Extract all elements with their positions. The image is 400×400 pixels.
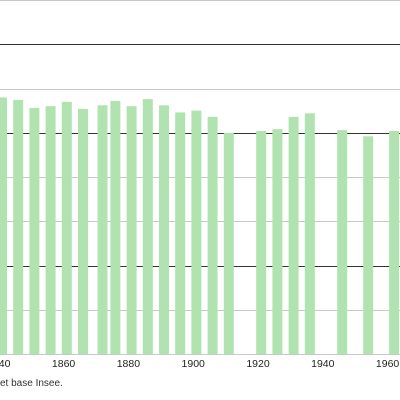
bar <box>126 106 137 354</box>
bar <box>363 136 374 354</box>
bar <box>223 132 234 355</box>
bar <box>288 116 299 354</box>
x-tick-label: 1880 <box>117 358 141 370</box>
bar <box>45 106 56 354</box>
bar <box>78 108 88 355</box>
bar <box>272 129 283 354</box>
x-tick-label: 1860 <box>52 358 76 370</box>
x-tick-label: 1920 <box>246 358 270 370</box>
bar <box>29 108 40 354</box>
x-tick-label: 1940 <box>311 358 335 370</box>
x-tick-label: 1900 <box>182 358 206 370</box>
bar <box>256 131 267 354</box>
bar <box>389 131 400 354</box>
bar <box>304 113 315 354</box>
bar <box>13 100 24 354</box>
bar <box>142 99 153 354</box>
bar <box>110 100 121 355</box>
bar <box>97 105 108 354</box>
bar <box>175 112 186 355</box>
source-note: et base Insee. <box>0 378 63 389</box>
x-tick-label: 1840 <box>0 358 11 370</box>
x-tick-label: 1960 <box>376 358 400 370</box>
bar <box>159 105 169 354</box>
bar <box>0 97 7 355</box>
bar <box>337 130 348 354</box>
bar <box>191 110 202 354</box>
bar <box>61 101 72 354</box>
bar <box>207 116 218 354</box>
